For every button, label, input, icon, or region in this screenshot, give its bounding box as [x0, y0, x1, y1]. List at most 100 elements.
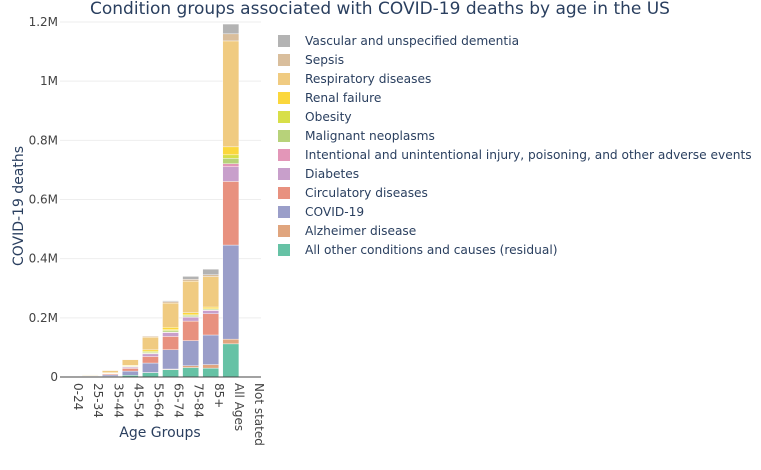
x-tick-label: 65-74	[172, 383, 186, 418]
y-tick-label: 0.6M	[29, 193, 58, 207]
bar-segment[interactable]	[222, 343, 240, 378]
bar-segment[interactable]	[202, 367, 219, 378]
legend-item[interactable]: Respiratory diseases	[278, 69, 752, 88]
x-axis-title: Age Groups	[119, 425, 200, 441]
bar-segment[interactable]	[182, 280, 199, 314]
y-tick-label: 0.8M	[29, 133, 58, 147]
y-tick-label: 0.4M	[29, 252, 58, 266]
bar-segment[interactable]	[142, 362, 159, 373]
bar-segment[interactable]	[162, 369, 179, 378]
bar-segment[interactable]	[122, 368, 139, 372]
bar-segment[interactable]	[202, 313, 219, 336]
bar-segment[interactable]	[222, 338, 240, 345]
legend-label: Alzheimer disease	[305, 223, 417, 238]
legend-item[interactable]: Vascular and unspecified dementia	[278, 31, 752, 50]
bar-segment[interactable]	[162, 330, 179, 333]
legend-label: Obesity	[305, 109, 352, 124]
legend-item[interactable]: Intentional and unintentional injury, po…	[278, 145, 752, 164]
bar-segment[interactable]	[202, 276, 219, 308]
bars	[61, 23, 240, 378]
legend-label: Renal failure	[305, 90, 382, 105]
legend-swatch	[278, 72, 290, 85]
x-tick-label: 55-64	[151, 383, 165, 418]
legend-label: Sepsis	[305, 52, 345, 67]
bar-segment[interactable]	[162, 300, 179, 302]
bar-segment[interactable]	[202, 334, 219, 365]
legend-item[interactable]: Obesity	[278, 107, 752, 126]
y-axis-title: COVID-19 deaths	[11, 146, 27, 266]
legend-item[interactable]: Renal failure	[278, 88, 752, 107]
bar-segment[interactable]	[162, 301, 179, 304]
bar-segment[interactable]	[202, 274, 219, 277]
x-tick-labels: 0-24 25-34 35-44 45-54 55-64 65-74 75-84 85+ All…	[71, 383, 266, 446]
bar-segment[interactable]	[182, 367, 199, 378]
bar-segment[interactable]	[142, 372, 159, 378]
bar-segment[interactable]	[222, 244, 240, 340]
bar-segment[interactable]	[122, 370, 139, 376]
bar-segment[interactable]	[142, 336, 159, 351]
x-tick-label: 25-34	[91, 383, 105, 418]
legend-swatch	[278, 129, 290, 142]
legend-swatch	[278, 53, 290, 66]
bar-segment[interactable]	[142, 356, 159, 364]
bar-segment[interactable]	[162, 327, 179, 330]
bar-segment[interactable]	[222, 146, 240, 156]
legend-swatch	[278, 91, 290, 104]
legend-item[interactable]: Sepsis	[278, 50, 752, 69]
y-tick-label: 1M	[40, 74, 58, 88]
bar-segment[interactable]	[142, 349, 159, 352]
bar-segment[interactable]	[162, 302, 179, 328]
bar-segment[interactable]	[162, 332, 179, 337]
legend-label: Diabetes	[305, 166, 360, 181]
legend-item[interactable]: COVID-19	[278, 202, 752, 221]
bar-segment[interactable]	[202, 306, 219, 310]
bar-segment[interactable]	[182, 279, 199, 282]
legend-swatch	[278, 110, 290, 123]
bar-segment[interactable]	[222, 163, 240, 167]
legend-label: All other conditions and causes (residua…	[305, 242, 558, 257]
bar-segment[interactable]	[202, 364, 219, 369]
y-tick-labels: 0 0.2M 0.4M 0.6M 0.8M 1M 1.2M	[29, 15, 58, 384]
legend-item[interactable]: Diabetes	[278, 164, 752, 183]
legend-swatch	[278, 34, 290, 47]
legend-swatch	[278, 224, 290, 237]
x-tick-label: 35-44	[111, 383, 125, 418]
x-tick-label: 75-84	[192, 383, 206, 418]
bar-segment[interactable]	[182, 312, 199, 316]
legend-item[interactable]: Malignant neoplasms	[278, 126, 752, 145]
legend: Vascular and unspecified dementia Sepsis R…	[278, 31, 752, 259]
bar-segment[interactable]	[182, 320, 199, 341]
legend-item[interactable]: Circulatory diseases	[278, 183, 752, 202]
bar-segment[interactable]	[182, 317, 199, 322]
x-tick-label: All Ages	[232, 383, 246, 431]
bar-segment[interactable]	[222, 181, 240, 246]
bar-segment[interactable]	[182, 276, 199, 280]
x-tick-label: Not stated	[252, 383, 266, 446]
bar-segment[interactable]	[182, 365, 199, 368]
legend-swatch	[278, 167, 290, 180]
bar-segment[interactable]	[102, 370, 119, 373]
legend-swatch	[278, 148, 290, 161]
bar-segment[interactable]	[142, 353, 159, 357]
legend-label: COVID-19	[305, 204, 365, 219]
bar-segment[interactable]	[202, 310, 219, 314]
bar-segment[interactable]	[222, 33, 240, 42]
x-tick-label: 45-54	[131, 383, 145, 418]
legend-item[interactable]: All other conditions and causes (residua…	[278, 240, 752, 259]
chart-title: Condition groups associated with COVID-1…	[90, 0, 670, 19]
legend-swatch	[278, 205, 290, 218]
bar-segment[interactable]	[222, 166, 240, 182]
bar-segment[interactable]	[162, 349, 179, 370]
bar-segment[interactable]	[202, 268, 219, 275]
legend-label: Respiratory diseases	[305, 71, 432, 86]
bar-segment[interactable]	[222, 23, 240, 35]
bar-segment[interactable]	[222, 40, 240, 148]
bar-segment[interactable]	[102, 374, 119, 377]
bar-segment[interactable]	[162, 336, 179, 350]
bar-segment[interactable]	[182, 340, 199, 366]
bar-segment[interactable]	[122, 359, 139, 366]
legend-item[interactable]: Alzheimer disease	[278, 221, 752, 240]
bar-segment[interactable]	[222, 158, 240, 164]
bar-segment[interactable]	[222, 154, 240, 159]
